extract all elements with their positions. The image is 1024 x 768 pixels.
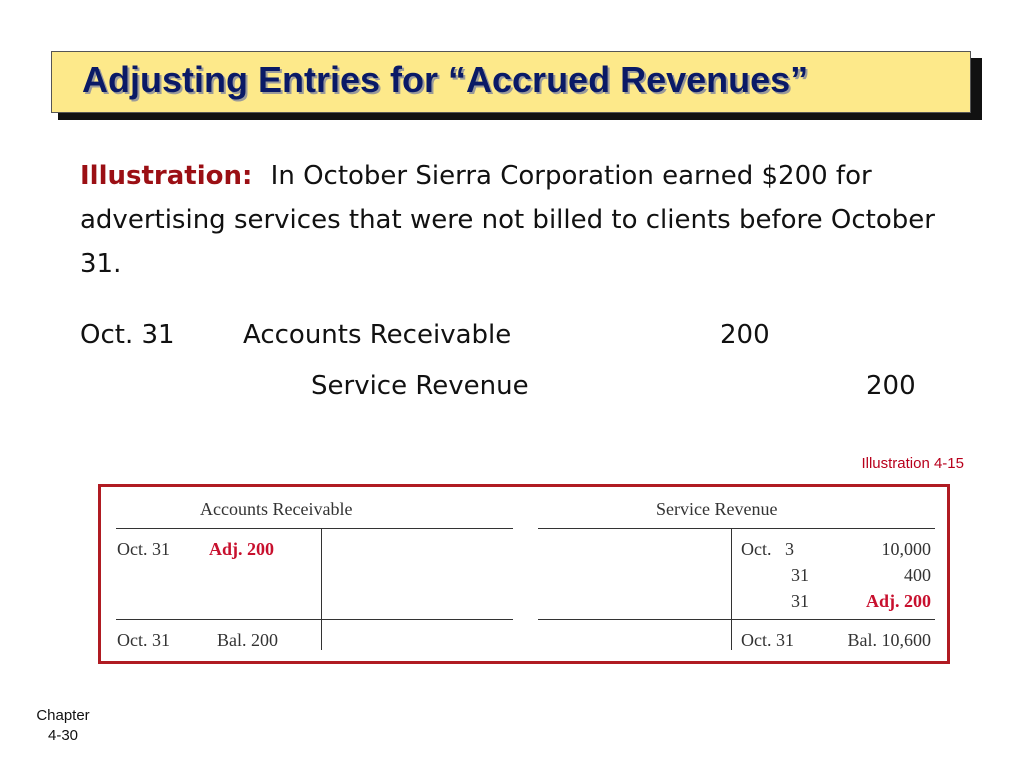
ar-balance-date: Oct. 31 bbox=[117, 630, 170, 650]
journal-credit-account: Service Revenue bbox=[311, 371, 529, 401]
sr-row-value: 400 bbox=[904, 565, 931, 585]
illustration-paragraph: Illustration: In October Sierra Corporat… bbox=[80, 154, 960, 286]
t-account-sr-topline bbox=[538, 528, 935, 529]
journal-date: Oct. 31 bbox=[80, 320, 175, 350]
t-account-ar-balance-line bbox=[116, 619, 513, 620]
sr-balance-value: Bal. 10,600 bbox=[847, 630, 932, 650]
journal-debit-amount: 200 bbox=[720, 320, 770, 350]
t-account-ar-divider bbox=[321, 528, 322, 650]
sr-row-value: 10,000 bbox=[881, 539, 932, 559]
ar-entry-value: Adj. 200 bbox=[209, 539, 275, 559]
slide-title: Adjusting Entries for “Accrued Revenues” bbox=[82, 59, 809, 100]
sr-balance-date: Oct. 31 bbox=[741, 630, 794, 650]
sr-row-date: Oct. 3 bbox=[741, 539, 794, 559]
sr-row-date: 31 bbox=[791, 565, 809, 585]
journal-debit-account: Accounts Receivable bbox=[243, 320, 512, 350]
ar-balance-value: Bal. 200 bbox=[217, 630, 278, 650]
t-accounts-figure: Accounts Receivable Oct. 31 Adj. 200 Oct… bbox=[98, 484, 950, 664]
t-account-sr-divider bbox=[731, 528, 732, 650]
t-account-ar-topline bbox=[116, 528, 513, 529]
journal-credit-amount: 200 bbox=[866, 371, 916, 401]
sr-row-date: 31 bbox=[791, 591, 809, 611]
title-banner: Adjusting Entries for “Accrued Revenues” bbox=[51, 51, 971, 113]
ar-entry-date: Oct. 31 bbox=[117, 539, 170, 559]
t-account-sr-balance-line bbox=[538, 619, 935, 620]
illustration-text: In October Sierra Corporation earned $20… bbox=[80, 161, 935, 279]
sr-row-value-adj: Adj. 200 bbox=[865, 591, 931, 611]
illustration-label: Illustration: bbox=[80, 161, 253, 191]
figure-label: Illustration 4-15 bbox=[861, 455, 964, 472]
t-account-ar-title: Accounts Receivable bbox=[200, 499, 353, 519]
page-number: 4-30 bbox=[47, 727, 79, 744]
chapter-footer: Chapter 4-30 bbox=[30, 706, 96, 746]
t-account-sr-title: Service Revenue bbox=[656, 499, 778, 519]
chapter-label: Chapter bbox=[36, 707, 90, 724]
